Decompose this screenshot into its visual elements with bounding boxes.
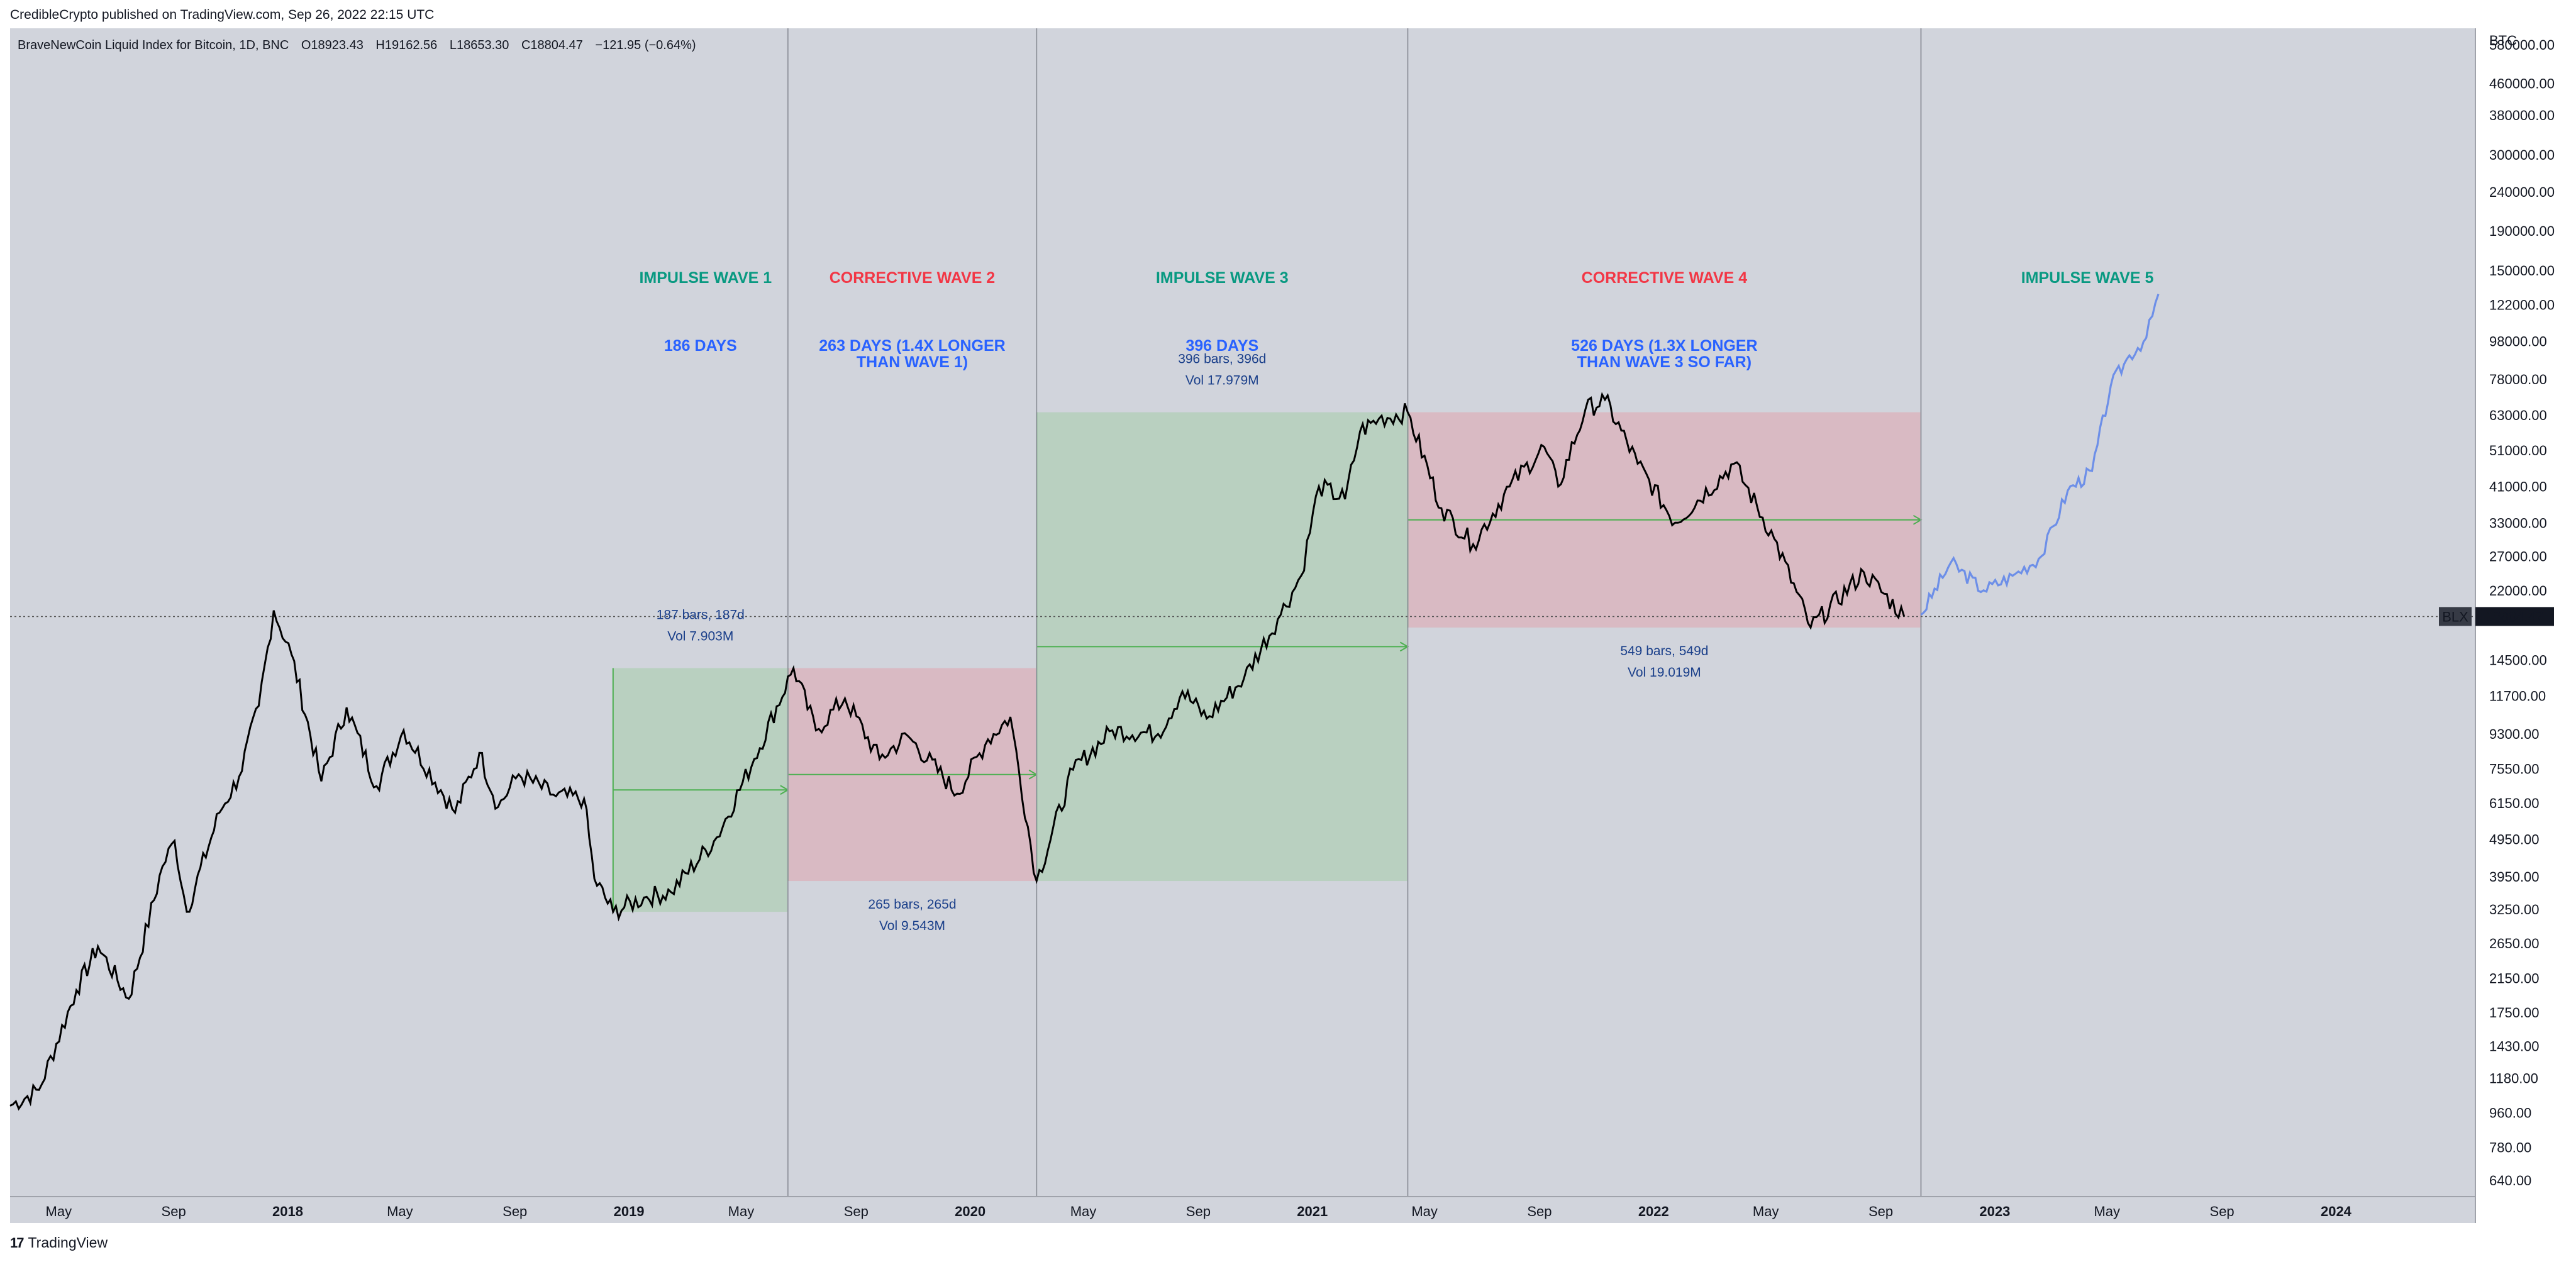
price-tick-label: 33000.00: [2489, 515, 2547, 531]
wave-2-title: CORRECTIVE WAVE 2: [830, 269, 995, 287]
price-series: [9, 392, 1906, 1111]
price-tick-label: 78000.00: [2489, 372, 2547, 387]
wave-3-duration: 396 DAYS: [1185, 337, 1258, 355]
price-tick-label: 7550.00: [2489, 761, 2540, 777]
price-tick-label: 150000.00: [2489, 263, 2555, 279]
price-tick-label: 3950.00: [2489, 869, 2540, 885]
annotations-layer: 187 bars, 187d Vol 7.903M IMPULSE WAVE 1 18…: [639, 269, 2153, 933]
current-symbol-badge: [2439, 607, 2472, 626]
time-tick-label: May: [387, 1204, 413, 1219]
time-tick-label: 2019: [614, 1204, 645, 1219]
price-tick-label: 9300.00: [2489, 726, 2540, 742]
price-tick-label: 460000.00: [2489, 76, 2555, 92]
price-tick-label: 380000.00: [2489, 108, 2555, 123]
time-tick-label: Sep: [502, 1204, 527, 1219]
time-tick-label: May: [1753, 1204, 1779, 1219]
wave-4-duration: 526 DAYS (1.3X LONGER: [1571, 337, 1757, 355]
price-tick-label: 240000.00: [2489, 184, 2555, 200]
legend-close: C18804.47: [521, 38, 583, 52]
time-tick-label: 2018: [272, 1204, 303, 1219]
current-price-label: 18804.47: [2485, 609, 2543, 624]
tradingview-brand[interactable]: 17 TradingView: [10, 1234, 108, 1251]
price-tick-label: 1430.00: [2489, 1039, 2540, 1054]
price-tick-label: 190000.00: [2489, 223, 2555, 239]
legend-change: −121.95 (−0.64%): [595, 38, 696, 52]
price-tick-label: 300000.00: [2489, 147, 2555, 163]
price-tick-label: 960.00: [2489, 1105, 2531, 1121]
time-tick-label: Sep: [1868, 1204, 1893, 1219]
current-price-badge: [2475, 607, 2554, 626]
time-tick-label: May: [1070, 1204, 1097, 1219]
wave-1-title: IMPULSE WAVE 1: [639, 269, 772, 287]
wave-4-stat: Vol 19.019M: [1628, 665, 1701, 680]
price-tick-label: 51000.00: [2489, 443, 2547, 458]
wave-4-duration: THAN WAVE 3 SO FAR): [1577, 353, 1752, 371]
time-tick-label: May: [2094, 1204, 2120, 1219]
wave-2-stat: 265 bars, 265d: [868, 897, 956, 912]
price-tick-label: 1180.00: [2489, 1071, 2538, 1087]
price-tick-label: 2150.00: [2489, 971, 2540, 987]
wave-4-title: CORRECTIVE WAVE 4: [1582, 269, 1748, 287]
price-tick-label: 27000.00: [2489, 549, 2547, 565]
wave-2-duration: THAN WAVE 1): [857, 353, 968, 371]
time-axis[interactable]: May Sep 2018 May Sep 2019 May Sep 2020 May Sep 2021…: [46, 1204, 2352, 1219]
legend-high: H19162.56: [375, 38, 437, 52]
boxes-layer: [612, 412, 1923, 912]
time-tick-label: 2020: [955, 1204, 985, 1219]
price-tick-label: 41000.00: [2489, 479, 2547, 495]
price-tick-label: 122000.00: [2489, 297, 2555, 313]
legend-text: BraveNewCoin Liquid Index for Bitcoin, 1…: [18, 38, 696, 52]
wave-2-stat: Vol 9.543M: [879, 919, 945, 933]
price-tick-label: 14500.00: [2489, 652, 2547, 668]
price-tick-label: 98000.00: [2489, 334, 2547, 350]
wave-2-duration: 263 DAYS (1.4X LONGER: [819, 337, 1005, 355]
price-tick-label: 780.00: [2489, 1139, 2531, 1155]
time-tick-label: May: [1411, 1204, 1438, 1219]
wave-3-stat: 396 bars, 396d: [1178, 352, 1266, 367]
price-tick-label: 640.00: [2489, 1173, 2531, 1188]
legend-low: L18653.30: [450, 38, 509, 52]
price-tick-label: 580000.00: [2489, 37, 2555, 53]
price-tick-label: 6150.00: [2489, 795, 2540, 811]
price-axis-currency: BTC: [2489, 33, 2517, 48]
time-tick-label: Sep: [1527, 1204, 1552, 1219]
separators-layer: [787, 28, 1922, 1197]
time-tick-label: Sep: [162, 1204, 186, 1219]
price-tick-label: 4950.00: [2489, 831, 2540, 847]
tradingview-logo-icon: 17: [10, 1234, 25, 1251]
wave-5-title: IMPULSE WAVE 5: [2021, 269, 2154, 287]
price-tick-label: 2650.00: [2489, 936, 2540, 951]
projection-series: [1920, 294, 2160, 616]
time-tick-label: Sep: [2210, 1204, 2235, 1219]
legend-symbol: BraveNewCoin Liquid Index for Bitcoin, 1…: [18, 38, 289, 52]
time-tick-label: Sep: [1186, 1204, 1211, 1219]
price-tick-label: 63000.00: [2489, 407, 2547, 423]
time-tick-label: 2024: [2321, 1204, 2352, 1219]
current-symbol-label: BLX: [2442, 609, 2468, 624]
price-chart[interactable]: 187 bars, 187d Vol 7.903M IMPULSE WAVE 1 18…: [0, 0, 2576, 1226]
time-tick-label: Sep: [844, 1204, 869, 1219]
wave-1-duration: 186 DAYS: [664, 337, 737, 355]
time-tick-label: 2022: [1638, 1204, 1669, 1219]
time-tick-label: May: [728, 1204, 755, 1219]
wave-3-stat: Vol 17.979M: [1185, 374, 1259, 388]
time-tick-label: 2021: [1297, 1204, 1328, 1219]
time-tick-label: May: [46, 1204, 72, 1219]
brand-label: TradingView: [28, 1234, 108, 1251]
wave-4-stat: 549 bars, 549d: [1620, 644, 1708, 658]
wave-1-stat: 187 bars, 187d: [657, 607, 745, 622]
publish-info: CredibleCrypto published on TradingView.…: [10, 8, 435, 22]
legend-open: O18923.43: [301, 38, 364, 52]
time-tick-label: 2023: [1979, 1204, 2010, 1219]
wave-1-stat: Vol 7.903M: [667, 629, 733, 643]
price-tick-label: 3250.00: [2489, 902, 2540, 917]
price-tick-label: 22000.00: [2489, 583, 2547, 599]
price-tick-label: 11700.00: [2489, 688, 2546, 704]
wave-3-title: IMPULSE WAVE 3: [1156, 269, 1289, 287]
price-tick-label: 1750.00: [2489, 1005, 2540, 1021]
